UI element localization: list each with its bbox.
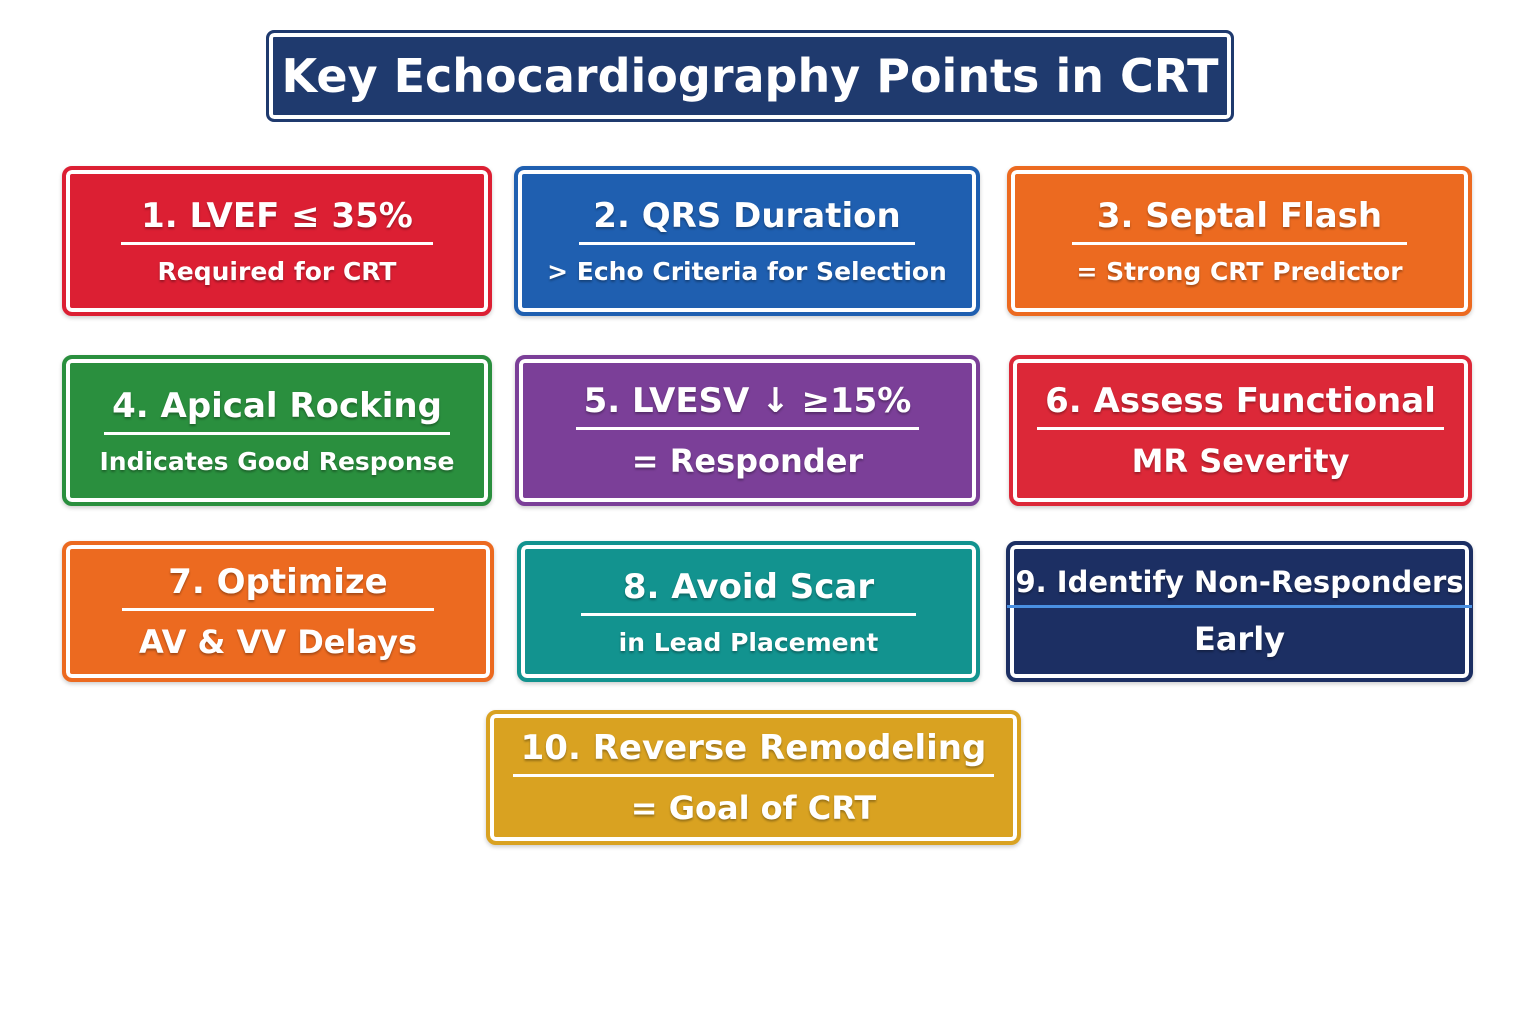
card-subtext: = Goal of CRT bbox=[630, 789, 877, 827]
card-subtext: Early bbox=[1193, 620, 1286, 658]
card-heading: 5. LVESV ↓ ≥15% bbox=[575, 381, 920, 430]
card-heading: 4. Apical Rocking bbox=[104, 386, 450, 435]
card-subtext: > Echo Criteria for Selection bbox=[547, 257, 947, 286]
card: 9. Identify Non-Responders Early bbox=[1006, 541, 1473, 682]
card: 10. Reverse Remodeling = Goal of CRT bbox=[486, 710, 1021, 845]
card-subtext: AV & VV Delays bbox=[139, 623, 417, 661]
card: 7. Optimize AV & VV Delays bbox=[62, 541, 494, 682]
card-heading: 3. Septal Flash bbox=[1071, 196, 1408, 245]
card: 1. LVEF ≤ 35% Required for CRT bbox=[62, 166, 492, 316]
card-subtext: = Responder bbox=[631, 442, 864, 480]
card: 2. QRS Duration > Echo Criteria for Sele… bbox=[514, 166, 980, 316]
card-heading: 6. Assess Functional bbox=[1037, 381, 1444, 430]
card-subtext: MR Severity bbox=[1131, 442, 1350, 480]
card-heading: 1. LVEF ≤ 35% bbox=[121, 196, 433, 245]
card-heading: 10. Reverse Remodeling bbox=[512, 728, 995, 777]
card: 6. Assess Functional MR Severity bbox=[1009, 355, 1472, 506]
card-subtext: Required for CRT bbox=[157, 257, 397, 286]
card: 3. Septal Flash = Strong CRT Predictor bbox=[1007, 166, 1472, 316]
card-heading: 2. QRS Duration bbox=[578, 196, 916, 245]
card-heading: 9. Identify Non-Responders bbox=[1007, 565, 1472, 608]
card-heading: 8. Avoid Scar bbox=[581, 567, 916, 616]
card: 4. Apical Rocking Indicates Good Respons… bbox=[62, 355, 492, 506]
card-subtext: = Strong CRT Predictor bbox=[1076, 257, 1403, 286]
card-subtext: in Lead Placement bbox=[618, 627, 879, 657]
card: 8. Avoid Scar in Lead Placement bbox=[517, 541, 980, 682]
card: 5. LVESV ↓ ≥15% = Responder bbox=[515, 355, 980, 506]
card-heading: 7. Optimize bbox=[121, 562, 435, 611]
title: Key Echocardiography Points in CRT bbox=[266, 30, 1234, 122]
card-subtext: Indicates Good Response bbox=[99, 446, 455, 476]
